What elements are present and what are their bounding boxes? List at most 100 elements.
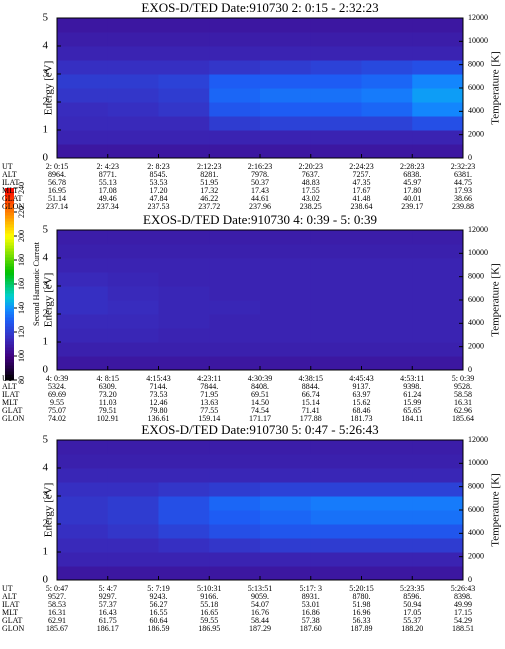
heatmap-cell — [260, 482, 312, 497]
y-tick-label: 4 — [43, 252, 49, 264]
heatmap-cell — [361, 32, 413, 47]
heatmap-cell — [209, 286, 261, 301]
heatmap-cell — [57, 272, 109, 287]
x-tick-label: 2:12:23 — [197, 162, 221, 171]
table-cell: 8771. — [99, 170, 117, 179]
heatmap-cell — [107, 286, 159, 301]
x-tick-label: 4: 0:39 — [46, 374, 68, 383]
y-tick-label: 0 — [43, 364, 49, 376]
heatmap-cell — [158, 18, 210, 33]
heatmap-cell — [107, 496, 159, 511]
heatmap-cell — [57, 102, 109, 117]
heatmap-cell — [158, 102, 210, 117]
table-cell: 16.55 — [150, 608, 168, 617]
table-cell: 47.35 — [353, 178, 371, 187]
heatmap-cell — [412, 566, 464, 581]
x-tick-label: 2:16:23 — [248, 162, 272, 171]
colorbar-tick-label: 240 — [17, 182, 26, 194]
heatmap-cell — [57, 552, 109, 567]
row-label: UT — [2, 374, 13, 383]
table-cell: 12.46 — [150, 398, 168, 407]
table-cell: 71.95 — [200, 390, 218, 399]
table-cell: 181.73 — [351, 414, 373, 423]
heatmap-cell — [260, 230, 312, 245]
table-cell: 45.97 — [403, 178, 421, 187]
table-cell: 69.69 — [48, 390, 66, 399]
colorbar-swatch — [5, 338, 14, 342]
x-tick-label: 4:38:15 — [299, 374, 323, 383]
table-cell: 17.93 — [454, 186, 472, 195]
y2-tick-label: 6000 — [468, 295, 484, 304]
heatmap-cell — [310, 32, 362, 47]
y2-tick-label: 10000 — [468, 248, 488, 257]
colorbar-swatch — [5, 245, 14, 249]
table-cell: 56.78 — [48, 178, 66, 187]
table-cell: 9059. — [251, 592, 269, 601]
heatmap-cell — [412, 524, 464, 539]
table-cell: 50.37 — [251, 178, 269, 187]
heatmap-cell — [107, 454, 159, 469]
heatmap-cell — [209, 272, 261, 287]
heatmap-cell — [57, 144, 109, 159]
y2-tick-label: 8000 — [468, 59, 484, 68]
y-tick-label: 4 — [43, 462, 49, 474]
row-label: GLON — [2, 202, 24, 211]
heatmap-cell — [412, 32, 464, 47]
table-cell: 17.67 — [353, 186, 371, 195]
heatmap-cell — [209, 46, 261, 61]
heatmap-cell — [209, 116, 261, 131]
heatmap-cell — [158, 342, 210, 357]
colorbar-swatch — [5, 305, 14, 309]
colorbar-tick-label: 200 — [17, 230, 26, 242]
y2-tick-label: 8000 — [468, 481, 484, 490]
heatmap-cell — [361, 496, 413, 511]
table-cell: 59.55 — [200, 616, 218, 625]
x-tick-label: 5:10:31 — [197, 584, 221, 593]
table-cell: 237.96 — [249, 202, 271, 211]
y-tick-label: 5 — [43, 12, 49, 24]
table-cell: 57.37 — [99, 600, 117, 609]
heatmap-cell — [209, 144, 261, 159]
table-cell: 48.83 — [302, 178, 320, 187]
heatmap-cell — [260, 258, 312, 273]
heatmap-cell — [57, 116, 109, 131]
colorbar-swatch — [5, 230, 14, 234]
heatmap-cell — [361, 552, 413, 567]
y2-tick-label: 12000 — [468, 435, 488, 444]
row-label: UT — [2, 584, 13, 593]
heatmap-cell — [209, 244, 261, 259]
colorbar-swatch — [5, 335, 14, 339]
heatmap-cell — [361, 538, 413, 553]
table-cell: 51.14 — [48, 194, 66, 203]
colorbar-swatch — [5, 377, 14, 381]
y2-tick-label: 2000 — [468, 551, 484, 560]
colorbar-swatch — [5, 353, 14, 357]
heatmap-cell — [107, 538, 159, 553]
heatmap-cell — [158, 286, 210, 301]
colorbar-tick-label: 220 — [17, 206, 26, 218]
heatmap-cell — [310, 342, 362, 357]
heatmap-cell — [57, 258, 109, 273]
y-tick-label: 3 — [43, 68, 49, 80]
table-cell: 16.31 — [48, 608, 66, 617]
heatmap-cell — [209, 300, 261, 315]
table-cell: 61.75 — [99, 616, 117, 625]
heatmap-cell — [158, 258, 210, 273]
table-cell: 75.07 — [48, 406, 66, 415]
heatmap-cell — [361, 356, 413, 371]
heatmap-cell — [260, 510, 312, 525]
heatmap-cell — [361, 300, 413, 315]
table-cell: 74.54 — [251, 406, 269, 415]
heatmap-cell — [361, 454, 413, 469]
heatmap-cell — [361, 314, 413, 329]
y-tick-label: 4 — [43, 40, 49, 52]
heatmap-cell — [107, 524, 159, 539]
table-cell: 71.41 — [302, 406, 320, 415]
y-tick-label: 5 — [43, 224, 49, 236]
table-cell: 63.97 — [353, 390, 371, 399]
x-tick-label: 5:23:35 — [400, 584, 424, 593]
table-cell: 17.55 — [302, 186, 320, 195]
heatmap-cell — [107, 342, 159, 357]
table-cell: 187.89 — [351, 624, 373, 633]
